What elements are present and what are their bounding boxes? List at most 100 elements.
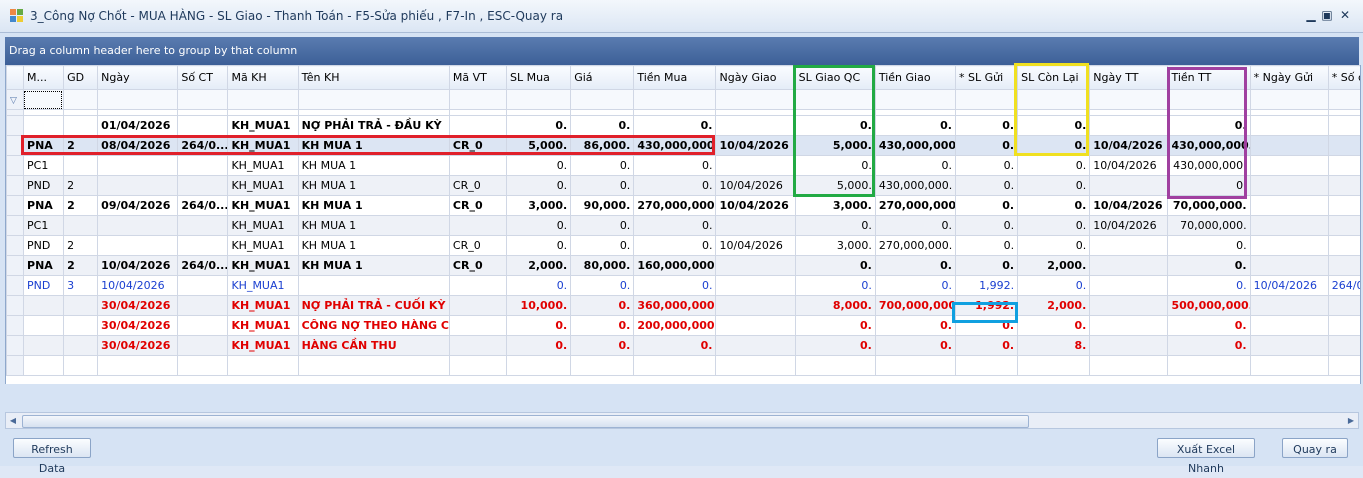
table-cell[interactable] xyxy=(1249,235,1329,256)
table-row[interactable]: PC1 KH_MUA1 KH MUA 1 0. 0. 0. 0. 0. 0. 0. 10/04/20… xyxy=(6,155,1360,176)
table-cell[interactable]: PC1 xyxy=(23,155,65,176)
table-cell[interactable] xyxy=(448,155,508,176)
table-cell[interactable]: 10/04/2026 xyxy=(715,175,796,196)
row-indicator[interactable] xyxy=(6,275,25,296)
table-cell[interactable]: PND xyxy=(23,275,65,296)
table-cell[interactable]: 430,000,000. xyxy=(874,175,957,196)
table-cell[interactable]: KH_MUA1 xyxy=(227,155,299,176)
column-header[interactable]: * Số c xyxy=(1327,65,1360,90)
table-cell[interactable] xyxy=(63,115,99,136)
table-cell[interactable]: 0. xyxy=(794,335,876,356)
table-cell[interactable]: 0. xyxy=(1017,215,1091,236)
table-cell[interactable]: 0. xyxy=(954,155,1019,176)
table-cell[interactable]: 10/04/2026 xyxy=(97,275,179,296)
table-row[interactable]: PND 3 10/04/2026 KH_MUA1 0. 0. 0. 0. 0. 1,992. 0. 0… xyxy=(6,275,1360,296)
table-cell[interactable] xyxy=(1249,315,1329,336)
table-cell[interactable]: 0. xyxy=(506,315,572,336)
table-cell[interactable] xyxy=(177,275,229,296)
table-cell[interactable]: 0. xyxy=(794,215,876,236)
table-cell[interactable]: 90,000. xyxy=(570,195,635,216)
table-cell[interactable]: 0. xyxy=(954,115,1019,136)
filter-cell[interactable] xyxy=(23,89,65,110)
table-cell[interactable]: KH_MUA1 xyxy=(227,195,299,216)
group-panel[interactable]: Drag a column header here to group by th… xyxy=(5,37,1359,66)
table-cell[interactable]: KH MUA 1 xyxy=(297,255,450,276)
data-grid[interactable]: M... GD Ngày Số CT Mã KH Tên KH Mã VT SL Mua Giá… xyxy=(5,65,1361,384)
table-cell[interactable] xyxy=(97,215,179,236)
table-cell[interactable]: 09/04/2026 xyxy=(97,195,179,216)
filter-cell[interactable] xyxy=(1167,89,1251,110)
row-indicator[interactable] xyxy=(6,175,25,196)
table-cell[interactable]: 264/0 xyxy=(1327,275,1360,296)
table-cell[interactable] xyxy=(715,315,796,336)
table-cell[interactable] xyxy=(715,115,796,136)
table-cell[interactable] xyxy=(1249,335,1329,356)
table-cell[interactable]: 430,000,000. xyxy=(874,135,957,156)
table-cell[interactable]: 0. xyxy=(954,315,1019,336)
table-cell[interactable]: 0. xyxy=(1167,235,1251,256)
table-cell[interactable]: 0. xyxy=(874,115,957,136)
table-cell[interactable]: 0. xyxy=(570,175,635,196)
table-cell[interactable] xyxy=(1089,335,1169,356)
table-cell[interactable] xyxy=(448,275,508,296)
table-cell[interactable]: 2 xyxy=(63,135,99,156)
table-cell[interactable]: 0. xyxy=(633,175,717,196)
row-indicator[interactable] xyxy=(6,315,25,336)
table-cell[interactable]: 0. xyxy=(874,315,957,336)
table-cell[interactable]: 360,000,000. xyxy=(633,295,717,316)
table-cell[interactable]: 500,000,000. xyxy=(1167,295,1251,316)
row-indicator[interactable] xyxy=(6,195,25,216)
table-cell[interactable]: 270,000,000. xyxy=(874,235,957,256)
scroll-right-icon[interactable]: ▶ xyxy=(1347,416,1355,425)
table-cell[interactable]: 200,000,000. xyxy=(633,315,717,336)
table-cell[interactable]: 0. xyxy=(633,235,717,256)
filter-cell[interactable] xyxy=(297,89,450,110)
table-cell[interactable]: 0. xyxy=(1167,115,1251,136)
column-header[interactable]: SL Mua xyxy=(506,65,572,90)
table-cell[interactable]: 430,000,000. xyxy=(633,135,717,156)
table-cell[interactable]: 0. xyxy=(570,295,635,316)
table-cell[interactable]: 5,000. xyxy=(506,135,572,156)
export-excel-button[interactable]: Xuất Excel Nhanh xyxy=(1157,438,1255,475)
table-cell[interactable]: KH_MUA1 xyxy=(227,255,299,276)
table-cell[interactable] xyxy=(1327,175,1360,196)
table-cell[interactable]: 0. xyxy=(506,215,572,236)
table-cell[interactable] xyxy=(1327,255,1360,276)
table-cell[interactable]: 0. xyxy=(794,155,876,176)
table-cell[interactable]: HÀNG CẦN THU xyxy=(297,335,450,356)
table-cell[interactable] xyxy=(1249,115,1329,136)
table-cell[interactable]: CR_0 xyxy=(448,255,508,276)
row-indicator[interactable] xyxy=(6,135,25,156)
table-cell[interactable]: 10/04/2026 xyxy=(715,135,796,156)
table-cell[interactable] xyxy=(1249,215,1329,236)
table-cell[interactable]: 30/04/2026 xyxy=(97,335,179,356)
table-cell[interactable] xyxy=(715,255,796,276)
row-indicator[interactable] xyxy=(6,115,25,136)
table-cell[interactable] xyxy=(1089,175,1169,196)
filter-cell[interactable] xyxy=(227,89,299,110)
table-cell[interactable]: 0. xyxy=(874,255,957,276)
table-cell[interactable]: PND xyxy=(23,235,65,256)
table-cell[interactable]: 430,000,000. xyxy=(1167,155,1251,176)
table-cell[interactable] xyxy=(1327,235,1360,256)
table-cell[interactable] xyxy=(1249,255,1329,276)
table-row[interactable]: PNA 2 10/04/2026 264/0... KH_MUA1 KH MUA 1 CR_… xyxy=(6,255,1360,276)
table-cell[interactable]: 3 xyxy=(63,275,99,296)
maximize-icon[interactable]: ▣ xyxy=(1321,8,1333,22)
table-cell[interactable]: 0. xyxy=(633,275,717,296)
table-cell[interactable] xyxy=(1327,115,1360,136)
table-cell[interactable]: NỢ PHẢI TRẢ - CUỐI KỲ xyxy=(297,295,450,316)
table-cell[interactable]: KH MUA 1 xyxy=(297,215,450,236)
table-row[interactable]: 30/04/2026 KH_MUA1 HÀNG CẦN THU 0. 0. 0. 0. 0. 0… xyxy=(6,335,1360,356)
table-cell[interactable]: 0. xyxy=(794,275,876,296)
table-cell[interactable]: 270,000,000. xyxy=(874,195,957,216)
column-header[interactable]: SL Còn Lại xyxy=(1017,65,1091,90)
table-cell[interactable]: 0. xyxy=(794,115,876,136)
table-cell[interactable]: 0. xyxy=(954,335,1019,356)
table-cell[interactable]: 2 xyxy=(63,195,99,216)
table-cell[interactable]: 0. xyxy=(506,275,572,296)
table-cell[interactable]: 0. xyxy=(954,175,1019,196)
table-cell[interactable]: 0. xyxy=(954,215,1019,236)
table-cell[interactable] xyxy=(715,275,796,296)
table-cell[interactable]: 10/04/2026 xyxy=(1089,155,1169,176)
